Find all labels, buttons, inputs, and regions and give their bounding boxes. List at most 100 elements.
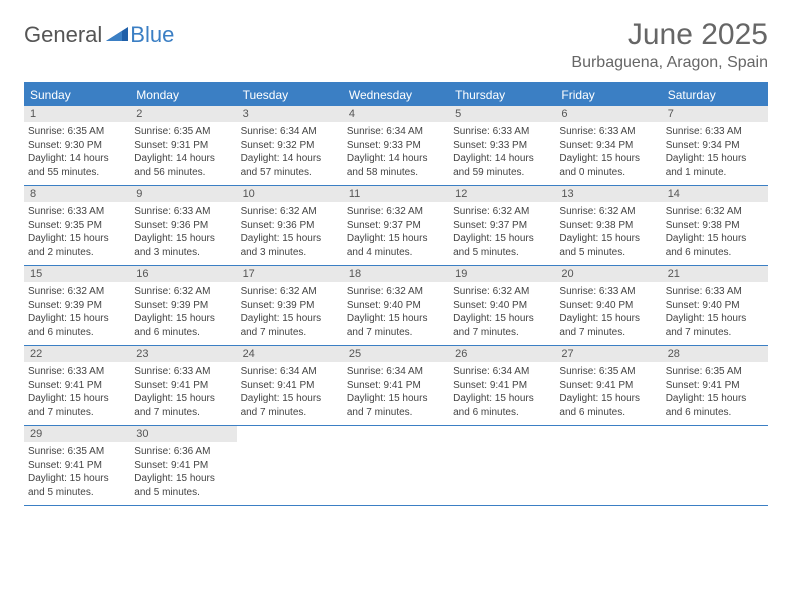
day-content: Sunrise: 6:35 AMSunset: 9:30 PMDaylight:… — [24, 122, 130, 185]
day-content: Sunrise: 6:32 AMSunset: 9:39 PMDaylight:… — [237, 282, 343, 345]
day-number: 2 — [130, 106, 236, 122]
day-number: 3 — [237, 106, 343, 122]
weekday-header: Friday — [555, 84, 661, 106]
sunrise-line: Sunrise: 6:32 AM — [241, 205, 339, 219]
day-number: 4 — [343, 106, 449, 122]
daylight-line: Daylight: 15 hours and 7 minutes. — [241, 392, 339, 419]
day-content: Sunrise: 6:33 AMSunset: 9:40 PMDaylight:… — [555, 282, 661, 345]
weekday-header: Monday — [130, 84, 236, 106]
sunset-line: Sunset: 9:39 PM — [241, 299, 339, 313]
day-number-empty — [662, 426, 768, 442]
day-cell: 26Sunrise: 6:34 AMSunset: 9:41 PMDayligh… — [449, 346, 555, 425]
sunrise-line: Sunrise: 6:34 AM — [241, 125, 339, 139]
sunrise-line: Sunrise: 6:34 AM — [241, 365, 339, 379]
sunrise-line: Sunrise: 6:32 AM — [347, 205, 445, 219]
sunrise-line: Sunrise: 6:33 AM — [28, 365, 126, 379]
day-cell: 9Sunrise: 6:33 AMSunset: 9:36 PMDaylight… — [130, 186, 236, 265]
daylight-line: Daylight: 15 hours and 0 minutes. — [559, 152, 657, 179]
day-cell: 16Sunrise: 6:32 AMSunset: 9:39 PMDayligh… — [130, 266, 236, 345]
day-number: 20 — [555, 266, 661, 282]
day-content: Sunrise: 6:32 AMSunset: 9:37 PMDaylight:… — [343, 202, 449, 265]
sunrise-line: Sunrise: 6:35 AM — [559, 365, 657, 379]
day-number: 19 — [449, 266, 555, 282]
day-cell: 23Sunrise: 6:33 AMSunset: 9:41 PMDayligh… — [130, 346, 236, 425]
day-number: 28 — [662, 346, 768, 362]
day-cell: 4Sunrise: 6:34 AMSunset: 9:33 PMDaylight… — [343, 106, 449, 185]
daylight-line: Daylight: 15 hours and 3 minutes. — [134, 232, 232, 259]
sunrise-line: Sunrise: 6:33 AM — [134, 365, 232, 379]
sunset-line: Sunset: 9:30 PM — [28, 139, 126, 153]
day-cell: 18 Sunrise: 6:32 AMSunset: 9:40 PMDayligh… — [343, 266, 449, 345]
sunset-line: Sunset: 9:41 PM — [559, 379, 657, 393]
daylight-line: Daylight: 14 hours and 56 minutes. — [134, 152, 232, 179]
daylight-line: Daylight: 15 hours and 6 minutes. — [666, 392, 764, 419]
day-cell — [449, 426, 555, 505]
sunrise-line: Sunrise: 6:32 AM — [453, 285, 551, 299]
daylight-line: Daylight: 15 hours and 7 minutes. — [666, 312, 764, 339]
daylight-line: Daylight: 15 hours and 6 minutes. — [134, 312, 232, 339]
sunset-line: Sunset: 9:41 PM — [453, 379, 551, 393]
week-row: 29Sunrise: 6:35 AMSunset: 9:41 PMDayligh… — [24, 426, 768, 506]
daylight-line: Daylight: 15 hours and 5 minutes. — [28, 472, 126, 499]
daylight-line: Daylight: 15 hours and 7 minutes. — [28, 392, 126, 419]
weekday-header-row: SundayMondayTuesdayWednesdayThursdayFrid… — [24, 84, 768, 106]
sunrise-line: Sunrise: 6:32 AM — [453, 205, 551, 219]
day-content: Sunrise: 6:33 AMSunset: 9:41 PMDaylight:… — [130, 362, 236, 425]
logo: General Blue — [24, 18, 174, 48]
sunset-line: Sunset: 9:32 PM — [241, 139, 339, 153]
day-cell: 8Sunrise: 6:33 AMSunset: 9:35 PMDaylight… — [24, 186, 130, 265]
day-number: 10 — [237, 186, 343, 202]
daylight-line: Daylight: 15 hours and 7 minutes. — [347, 312, 445, 339]
daylight-line: Daylight: 15 hours and 1 minute. — [666, 152, 764, 179]
daylight-line: Daylight: 15 hours and 2 minutes. — [28, 232, 126, 259]
day-number: 13 — [555, 186, 661, 202]
day-number: 17 — [237, 266, 343, 282]
day-cell: 1Sunrise: 6:35 AMSunset: 9:30 PMDaylight… — [24, 106, 130, 185]
sunset-line: Sunset: 9:40 PM — [347, 299, 445, 313]
weekday-header: Saturday — [662, 84, 768, 106]
day-number-empty — [343, 426, 449, 442]
day-content: Sunrise: 6:33 AMSunset: 9:34 PMDaylight:… — [662, 122, 768, 185]
sunset-line: Sunset: 9:41 PM — [28, 459, 126, 473]
day-cell: 2Sunrise: 6:35 AMSunset: 9:31 PMDaylight… — [130, 106, 236, 185]
sunrise-line: Sunrise: 6:32 AM — [347, 285, 445, 299]
sunrise-line: Sunrise: 6:34 AM — [453, 365, 551, 379]
day-number: 30 — [130, 426, 236, 442]
day-content: Sunrise: 6:34 AMSunset: 9:33 PMDaylight:… — [343, 122, 449, 185]
sunset-line: Sunset: 9:41 PM — [241, 379, 339, 393]
sunset-line: Sunset: 9:31 PM — [134, 139, 232, 153]
sunset-line: Sunset: 9:41 PM — [134, 459, 232, 473]
day-cell: 20Sunrise: 6:33 AMSunset: 9:40 PMDayligh… — [555, 266, 661, 345]
day-cell: 30Sunrise: 6:36 AMSunset: 9:41 PMDayligh… — [130, 426, 236, 505]
sunset-line: Sunset: 9:34 PM — [559, 139, 657, 153]
sunset-line: Sunset: 9:40 PM — [559, 299, 657, 313]
day-number: 8 — [24, 186, 130, 202]
day-number: 9 — [130, 186, 236, 202]
sunrise-line: Sunrise: 6:32 AM — [241, 285, 339, 299]
day-cell: 25Sunrise: 6:34 AMSunset: 9:41 PMDayligh… — [343, 346, 449, 425]
sunset-line: Sunset: 9:40 PM — [453, 299, 551, 313]
sunrise-line: Sunrise: 6:35 AM — [28, 125, 126, 139]
day-number: 18 — [343, 266, 449, 282]
daylight-line: Daylight: 15 hours and 3 minutes. — [241, 232, 339, 259]
day-number: 7 — [662, 106, 768, 122]
sunrise-line: Sunrise: 6:32 AM — [666, 205, 764, 219]
day-cell: 19Sunrise: 6:32 AMSunset: 9:40 PMDayligh… — [449, 266, 555, 345]
daylight-line: Daylight: 15 hours and 6 minutes. — [28, 312, 126, 339]
sunrise-line: Sunrise: 6:35 AM — [28, 445, 126, 459]
sunrise-line: Sunrise: 6:34 AM — [347, 125, 445, 139]
sunset-line: Sunset: 9:34 PM — [666, 139, 764, 153]
day-content: Sunrise: 6:32 AMSunset: 9:39 PMDaylight:… — [24, 282, 130, 345]
day-content: Sunrise: 6:35 AMSunset: 9:31 PMDaylight:… — [130, 122, 236, 185]
week-row: 8Sunrise: 6:33 AMSunset: 9:35 PMDaylight… — [24, 186, 768, 266]
day-content: Sunrise: 6:35 AMSunset: 9:41 PMDaylight:… — [662, 362, 768, 425]
month-title: June 2025 — [571, 18, 768, 52]
sunset-line: Sunset: 9:41 PM — [134, 379, 232, 393]
day-number: 5 — [449, 106, 555, 122]
weekday-header: Tuesday — [237, 84, 343, 106]
daylight-line: Daylight: 14 hours and 58 minutes. — [347, 152, 445, 179]
day-content: Sunrise: 6:33 AMSunset: 9:34 PMDaylight:… — [555, 122, 661, 185]
day-content: Sunrise: 6:32 AMSunset: 9:36 PMDaylight:… — [237, 202, 343, 265]
sunrise-line: Sunrise: 6:33 AM — [134, 205, 232, 219]
day-cell: 14Sunrise: 6:32 AMSunset: 9:38 PMDayligh… — [662, 186, 768, 265]
